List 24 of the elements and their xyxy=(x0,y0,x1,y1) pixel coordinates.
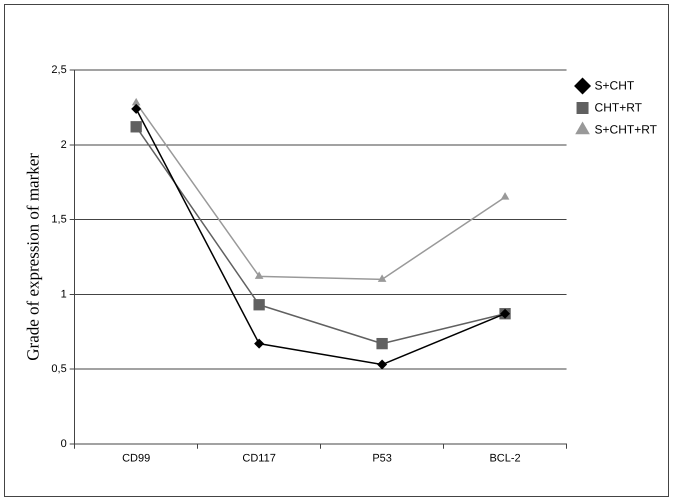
point xyxy=(132,98,141,106)
y-tick-label: 2,5 xyxy=(51,64,67,76)
point xyxy=(254,338,264,349)
y-tick-label: 1,5 xyxy=(51,214,67,226)
point xyxy=(378,274,386,282)
y-tick-label: 1 xyxy=(60,288,67,300)
point xyxy=(500,192,510,200)
legend-label: S+CHT+RT xyxy=(594,122,658,136)
point xyxy=(254,271,264,279)
x-tick-label: BCL-2 xyxy=(489,452,521,464)
point xyxy=(377,360,388,370)
y-tick-label: 2 xyxy=(60,138,67,151)
y-tick-label: 0 xyxy=(60,438,67,450)
y-axis-title: Grade of expression of marker xyxy=(24,152,43,361)
legend-label: S+CHT xyxy=(594,78,635,92)
point xyxy=(131,104,142,114)
point xyxy=(130,121,142,132)
x-tick-label: CD99 xyxy=(122,452,150,464)
point xyxy=(253,299,265,310)
x-tick-label: P53 xyxy=(372,452,392,464)
legend-label: CHT+RT xyxy=(594,100,643,114)
y-tick-label: 0,5 xyxy=(51,363,67,376)
point xyxy=(376,338,388,350)
x-tick-label: CD117 xyxy=(242,452,276,464)
